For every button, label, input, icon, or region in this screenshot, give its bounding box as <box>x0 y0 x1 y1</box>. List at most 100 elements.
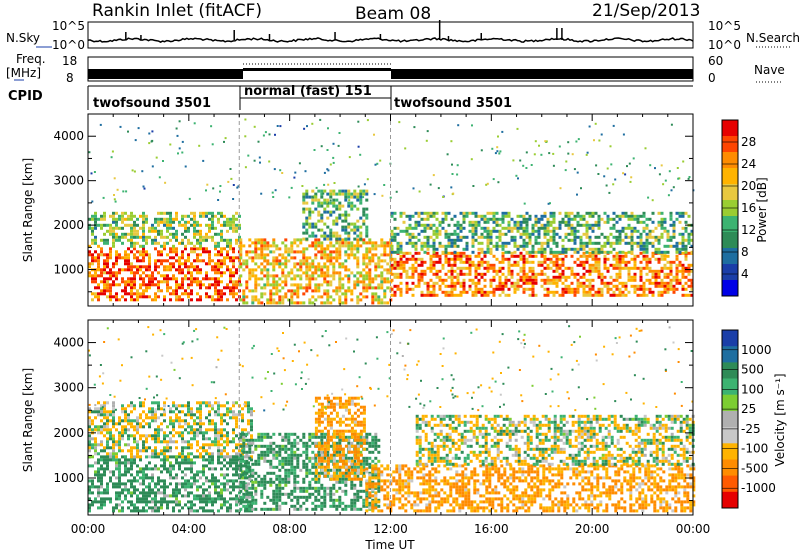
data-cell <box>291 187 293 189</box>
data-cell <box>487 239 490 242</box>
data-cell <box>115 233 118 236</box>
data-cell <box>136 268 139 271</box>
data-cell <box>190 416 193 419</box>
data-cell <box>377 259 380 262</box>
data-cell <box>658 258 661 261</box>
data-cell <box>538 233 541 236</box>
data-cell <box>205 416 208 419</box>
data-cell <box>193 482 196 485</box>
data-cell <box>374 274 377 277</box>
data-cell <box>163 245 166 248</box>
data-cell <box>178 286 181 289</box>
data-cell <box>658 239 661 242</box>
data-cell <box>112 440 115 443</box>
data-cell <box>365 226 368 229</box>
data-cell <box>373 134 375 136</box>
data-cell <box>175 247 178 250</box>
data-cell <box>631 279 634 282</box>
data-cell <box>356 235 359 238</box>
data-cell <box>260 286 263 289</box>
data-cell <box>178 434 181 437</box>
data-cell <box>196 283 199 286</box>
data-cell <box>260 493 263 496</box>
data-cell <box>671 124 673 126</box>
data-cell <box>127 277 130 280</box>
data-cell <box>211 500 214 503</box>
data-cell <box>353 232 356 235</box>
data-cell <box>427 239 430 242</box>
data-cell <box>115 277 118 280</box>
data-cell <box>106 253 109 256</box>
data-cell <box>523 227 526 230</box>
data-cell <box>580 282 583 285</box>
data-cell <box>156 157 158 159</box>
data-cell <box>472 224 475 227</box>
data-cell <box>130 461 133 464</box>
data-cell <box>535 215 538 218</box>
data-cell <box>583 218 586 221</box>
data-cell <box>658 236 661 239</box>
data-cell <box>394 294 397 297</box>
data-cell <box>314 208 317 211</box>
data-cell <box>326 238 329 241</box>
data-cell <box>193 230 196 233</box>
data-cell <box>553 236 556 239</box>
data-cell <box>244 119 246 121</box>
data-cell <box>145 464 148 467</box>
data-cell <box>217 218 220 221</box>
data-cell <box>427 248 430 251</box>
data-cell <box>133 440 136 443</box>
data-cell <box>418 224 421 227</box>
data-cell <box>472 264 475 267</box>
data-cell <box>202 506 205 509</box>
data-cell <box>166 236 169 239</box>
data-cell <box>664 285 667 288</box>
data-cell <box>400 245 403 248</box>
data-cell <box>344 232 347 235</box>
data-cell <box>335 253 338 256</box>
data-cell <box>439 230 442 233</box>
data-cell <box>250 407 253 410</box>
data-cell <box>640 261 643 264</box>
data-cell <box>136 292 139 295</box>
data-cell <box>317 241 320 244</box>
data-cell <box>157 416 160 419</box>
data-cell <box>287 259 290 262</box>
data-cell <box>523 245 526 248</box>
data-cell <box>335 235 338 238</box>
data-cell <box>583 215 586 218</box>
data-cell <box>568 218 571 221</box>
data-cell <box>460 261 463 264</box>
data-cell <box>133 253 136 256</box>
data-cell <box>403 252 406 255</box>
data-cell <box>538 145 540 147</box>
data-cell <box>484 294 487 297</box>
data-cell <box>637 245 640 248</box>
data-cell <box>196 470 199 473</box>
data-cell <box>550 230 553 233</box>
data-cell <box>103 461 106 464</box>
freq-band-2 <box>243 68 391 71</box>
data-cell <box>493 212 496 215</box>
data-cell <box>145 283 148 286</box>
data-cell <box>433 282 436 285</box>
data-cell <box>472 239 475 242</box>
data-cell <box>91 233 94 236</box>
data-cell <box>229 464 232 467</box>
data-cell <box>190 265 193 268</box>
data-cell <box>333 162 335 164</box>
data-cell <box>124 497 127 500</box>
data-cell <box>202 488 205 491</box>
data-cell <box>604 261 607 264</box>
data-cell <box>133 245 136 248</box>
data-cell <box>172 262 175 265</box>
data-cell <box>142 410 145 413</box>
data-cell <box>356 259 359 262</box>
data-cell <box>145 286 148 289</box>
data-cell <box>628 291 631 294</box>
data-cell <box>658 282 661 285</box>
data-cell <box>229 509 232 512</box>
data-cell <box>457 279 460 282</box>
data-cell <box>415 245 418 248</box>
data-cell <box>478 248 481 251</box>
